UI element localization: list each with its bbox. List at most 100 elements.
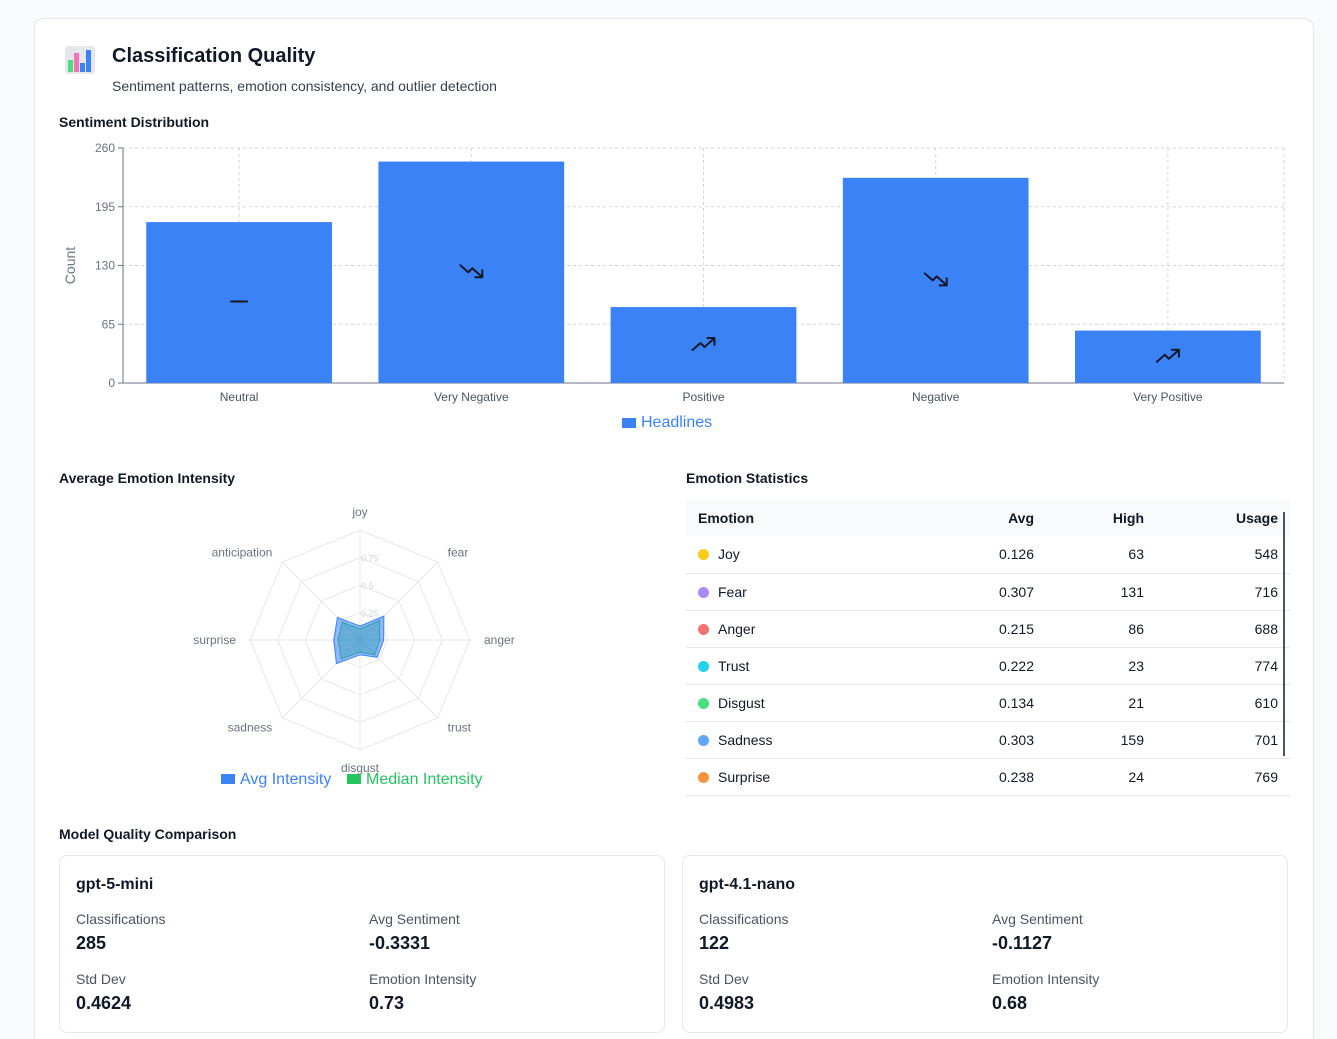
x-tick-label: Neutral: [220, 390, 259, 404]
y-tick-label: 65: [102, 317, 116, 331]
radar-axis-label: surprise: [193, 633, 236, 647]
trend-up-icon: [1155, 348, 1180, 363]
avg-cell: 0.134: [946, 684, 1046, 722]
trend-down-icon: [459, 264, 484, 279]
radar-axis-label: disgust: [341, 761, 380, 775]
emotion-label: Fear: [718, 583, 747, 600]
high-cell: 159: [1046, 721, 1156, 759]
radar-series-area[interactable]: [333, 615, 385, 665]
avg-cell: 0.126: [946, 536, 1046, 574]
legend-swatch: [622, 418, 636, 428]
avg-sentiment-value: -0.3331: [369, 933, 431, 953]
emotion-label: Anger: [718, 620, 756, 637]
avg-cell: 0.215: [946, 610, 1046, 648]
emotion-radar-svg: 0.25 0.5 0.75 joy fear anger trust disgust sadne…: [193, 505, 515, 788]
table-row[interactable]: Sadness 0.303 159 701: [686, 721, 1290, 759]
emotion-label: Disgust: [718, 694, 765, 711]
high-cell: 131: [1046, 573, 1156, 611]
classifications-label: Classifications: [76, 911, 166, 927]
high-cell: 63: [1046, 536, 1156, 574]
emotion-label: Trust: [718, 657, 750, 674]
high-cell: 24: [1046, 758, 1156, 796]
table-row[interactable]: Disgust 0.134 21 610: [686, 684, 1290, 722]
column-header-high[interactable]: High: [1046, 500, 1156, 536]
emotion-stats-table: Emotion Avg High Usage Joy 0.126 63 548 Fear…: [686, 500, 1290, 796]
y-tick-label: 130: [95, 259, 115, 273]
legend-label[interactable]: Avg Intensity: [240, 771, 331, 788]
emotion-color-dot: [698, 734, 709, 746]
sentiment-chart-svg: 0 65 130 195 260 Count Neutral Very Negative Pos…: [62, 141, 1285, 431]
avg-sentiment-value: -0.1127: [992, 933, 1053, 953]
table-header-row: Emotion Avg High Usage: [686, 500, 1290, 536]
page-subtitle: Sentiment patterns, emotion consistency,…: [112, 78, 497, 94]
high-cell: 23: [1046, 647, 1156, 685]
avg-sentiment-label: Avg Sentiment: [992, 911, 1083, 927]
x-tick-label: Very Negative: [434, 390, 509, 404]
trend-down-icon: [923, 272, 948, 287]
y-axis-label: Count: [62, 247, 78, 284]
table-row[interactable]: Joy 0.126 63 548: [686, 536, 1290, 574]
emotion-color-dot: [698, 771, 709, 783]
table-row[interactable]: Surprise 0.238 24 769: [686, 758, 1290, 796]
emotion-radar-section-title: Average Emotion Intensity: [59, 470, 236, 486]
table-scrollbar[interactable]: [1283, 512, 1285, 756]
emotion-label: Sadness: [718, 731, 773, 748]
page-title: Classification Quality: [112, 45, 316, 67]
legend-swatch: [221, 774, 235, 784]
model-card: gpt-4.1-nano Classifications 122 Avg Sen…: [682, 855, 1288, 1033]
std-dev-value: 0.4983: [699, 993, 755, 1013]
sentiment-bar-chart: 0 65 130 195 260 Count Neutral Very Negative Pos…: [56, 136, 1296, 446]
emotion-label: Joy: [718, 546, 740, 563]
bar[interactable]: [378, 161, 565, 383]
emotion-intensity-label: Emotion Intensity: [992, 971, 1100, 987]
column-header-emotion[interactable]: Emotion: [686, 500, 946, 536]
x-tick-label: Very Positive: [1133, 390, 1203, 404]
emotion-cell: Surprise: [686, 758, 946, 796]
emotion-cell: Fear: [686, 573, 946, 611]
trend-up-icon: [691, 337, 716, 352]
radar-axis-label: anger: [484, 633, 515, 647]
classifications-value: 285: [76, 933, 107, 953]
model-card: gpt-5-mini Classifications 285 Avg Senti…: [59, 855, 665, 1033]
emotion-stats-section-title: Emotion Statistics: [686, 470, 809, 486]
column-header-usage[interactable]: Usage: [1156, 500, 1290, 536]
y-tick-label: 195: [95, 200, 115, 214]
usage-cell: 774: [1156, 647, 1290, 685]
std-dev-label: Std Dev: [699, 971, 749, 987]
avg-cell: 0.307: [946, 573, 1046, 611]
usage-cell: 769: [1156, 758, 1290, 796]
avg-cell: 0.238: [946, 758, 1046, 796]
usage-cell: 548: [1156, 536, 1290, 574]
std-dev-value: 0.4624: [76, 993, 132, 1013]
x-tick-label: Positive: [682, 390, 724, 404]
bar-chart-icon: [65, 46, 95, 74]
radar-axis-label: trust: [448, 721, 472, 735]
legend-label[interactable]: Median Intensity: [366, 771, 483, 788]
high-cell: 86: [1046, 610, 1156, 648]
avg-cell: 0.222: [946, 647, 1046, 685]
emotion-color-dot: [698, 623, 709, 635]
emotion-cell: Joy: [686, 536, 946, 574]
emotion-intensity-value: 0.68: [992, 993, 1028, 1013]
legend-label[interactable]: Headlines: [641, 414, 712, 431]
bar[interactable]: [842, 177, 1029, 383]
x-tick-label: Negative: [912, 390, 960, 404]
radar-axis-label: joy: [351, 505, 367, 519]
emotion-intensity-label: Emotion Intensity: [369, 971, 477, 987]
column-header-avg[interactable]: Avg: [946, 500, 1046, 536]
usage-cell: 716: [1156, 573, 1290, 611]
model-name: gpt-4.1-nano: [699, 876, 795, 893]
emotion-cell: Anger: [686, 610, 946, 648]
emotion-color-dot: [698, 697, 709, 709]
table-row[interactable]: Anger 0.215 86 688: [686, 610, 1290, 648]
y-tick-label: 0: [108, 376, 115, 390]
legend-swatch: [347, 774, 361, 784]
emotion-cell: Disgust: [686, 684, 946, 722]
emotion-cell: Sadness: [686, 721, 946, 759]
emotion-radar-chart: 0.25 0.5 0.75 joy fear anger trust disgust sadne…: [56, 505, 666, 805]
emotion-color-dot: [698, 660, 709, 672]
table-row[interactable]: Trust 0.222 23 774: [686, 647, 1290, 685]
high-cell: 21: [1046, 684, 1156, 722]
table-row[interactable]: Fear 0.307 131 716: [686, 573, 1290, 611]
emotion-color-dot: [698, 586, 709, 598]
